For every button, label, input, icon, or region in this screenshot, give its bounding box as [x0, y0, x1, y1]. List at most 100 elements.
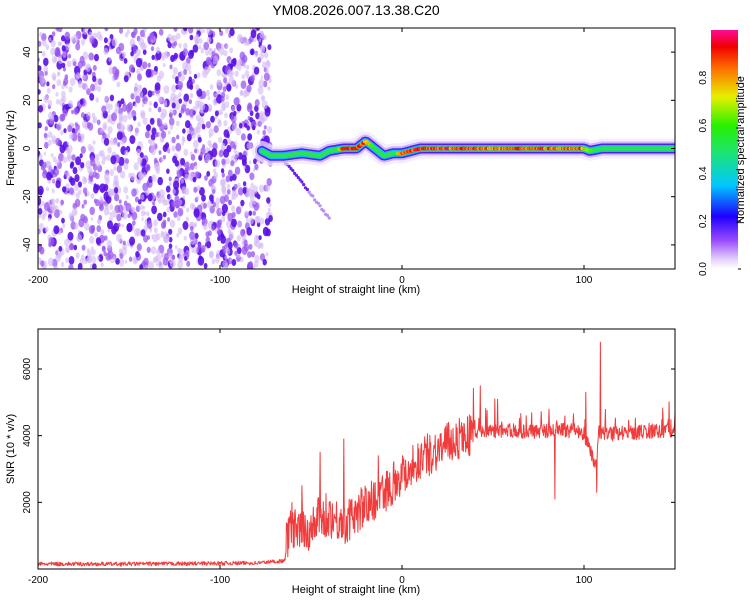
- noise-speckle: [150, 46, 155, 52]
- noise-speckle: [108, 189, 114, 198]
- noise-speckle: [261, 61, 267, 69]
- noise-speckle: [38, 196, 42, 206]
- noise-speckle: [257, 85, 264, 95]
- noise-speckle: [40, 260, 45, 267]
- noise-speckle: [254, 163, 259, 171]
- noise-speckle: [259, 30, 265, 39]
- noise-speckle: [143, 257, 149, 266]
- noise-speckle: [206, 170, 211, 177]
- noise-speckle: [75, 123, 80, 131]
- noise-speckle: [199, 102, 206, 111]
- tail-point: [305, 187, 309, 192]
- noise-speckle: [100, 128, 104, 133]
- noise-speckle: [83, 199, 87, 205]
- noise-speckle: [132, 220, 136, 226]
- noise-speckle: [121, 246, 128, 256]
- noise-speckle: [181, 136, 185, 141]
- noise-speckle: [222, 190, 227, 197]
- noise-speckle: [231, 58, 237, 67]
- noise-speckle: [135, 95, 141, 104]
- noise-speckle: [125, 158, 129, 165]
- noise-speckle: [59, 41, 63, 46]
- noise-speckle: [205, 89, 210, 97]
- noise-speckle: [211, 50, 216, 57]
- noise-speckle: [135, 58, 143, 68]
- noise-speckle: [114, 108, 118, 114]
- noise-speckle: [157, 106, 162, 113]
- noise-speckle: [68, 53, 71, 59]
- noise-speckle: [109, 215, 113, 222]
- noise-speckle: [253, 241, 257, 247]
- noise-speckle: [256, 129, 260, 135]
- x-tick-label: -100: [210, 275, 230, 286]
- noise-speckle: [237, 58, 243, 66]
- noise-speckle: [122, 240, 126, 246]
- noise-speckle: [129, 64, 135, 73]
- noise-speckle: [189, 162, 195, 171]
- noise-speckle: [103, 183, 109, 192]
- noise-speckle: [177, 247, 181, 254]
- noise-speckle: [73, 244, 78, 251]
- noise-speckle: [194, 148, 197, 154]
- noise-speckle: [56, 28, 60, 32]
- snr-y-label: SNR (10 * v/v): [5, 414, 17, 484]
- noise-speckle: [89, 236, 95, 244]
- noise-speckle: [210, 220, 214, 225]
- noise-speckle: [103, 137, 110, 146]
- noise-speckle: [162, 211, 167, 218]
- noise-speckle: [61, 217, 65, 224]
- noise-speckle: [88, 169, 94, 176]
- noise-speckle: [157, 176, 163, 186]
- noise-speckle: [74, 222, 79, 230]
- noise-speckle: [70, 36, 74, 42]
- noise-speckle: [139, 173, 144, 180]
- noise-speckle: [235, 193, 239, 198]
- noise-speckle: [230, 160, 235, 167]
- noise-speckle: [208, 107, 212, 112]
- noise-speckle: [195, 165, 198, 170]
- noise-speckle: [246, 142, 252, 150]
- noise-speckle: [233, 110, 237, 117]
- noise-speckle: [214, 110, 219, 117]
- noise-speckle: [115, 46, 121, 55]
- noise-speckle: [102, 245, 106, 251]
- noise-speckle: [140, 194, 145, 200]
- noise-speckle: [258, 235, 262, 241]
- noise-speckle: [244, 210, 249, 217]
- noise-speckle: [206, 58, 212, 66]
- noise-speckle: [173, 180, 180, 190]
- noise-speckle: [243, 165, 246, 170]
- noise-speckle: [99, 204, 103, 210]
- noise-speckle: [134, 196, 139, 203]
- noise-speckle: [77, 135, 82, 142]
- noise-speckle: [107, 118, 111, 123]
- noise-speckle: [168, 117, 175, 126]
- noise-speckle: [167, 217, 171, 222]
- noise-speckle: [225, 44, 229, 49]
- noise-speckle: [215, 203, 220, 209]
- noise-speckle: [195, 33, 200, 40]
- noise-speckle: [236, 235, 241, 242]
- noise-speckle: [160, 221, 166, 229]
- noise-speckle: [107, 109, 111, 114]
- noise-speckle: [184, 173, 190, 181]
- noise-speckle: [109, 94, 115, 102]
- noise-speckle: [157, 96, 163, 103]
- noise-speckle: [263, 72, 270, 81]
- noise-speckle: [202, 29, 206, 34]
- noise-speckle: [51, 135, 57, 143]
- noise-speckle: [71, 154, 76, 161]
- noise-speckle: [47, 217, 51, 222]
- noise-speckle: [154, 162, 160, 171]
- noise-speckle: [56, 122, 62, 131]
- noise-speckle: [111, 209, 118, 218]
- noise-speckle: [213, 92, 218, 99]
- noise-speckle: [226, 145, 232, 153]
- noise-speckle: [225, 175, 231, 183]
- noise-speckle: [111, 112, 118, 122]
- noise-speckle: [69, 243, 74, 251]
- noise-speckle: [161, 130, 167, 139]
- noise-speckle: [139, 152, 144, 159]
- noise-speckle: [183, 235, 187, 241]
- noise-speckle: [51, 198, 56, 205]
